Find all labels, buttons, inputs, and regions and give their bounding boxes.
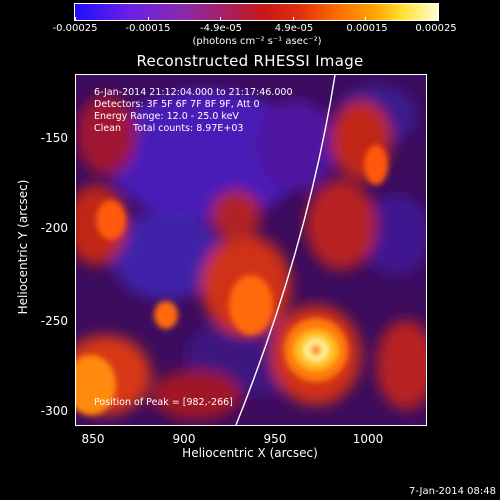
x-axis-label: Heliocentric X (arcsec) [182, 446, 318, 460]
y-tick-label: -150 [40, 131, 68, 145]
plot-title: Reconstructed RHESSI Image [136, 52, 364, 70]
y-axis-label: Heliocentric Y (arcsec) [16, 179, 30, 315]
x-tick-label: 850 [81, 432, 105, 446]
heatmap-canvas [76, 75, 426, 425]
colorbar-tick-label: 0.00015 [346, 23, 388, 34]
x-tick-label: 900 [172, 432, 196, 446]
colorbar-units: (photons cm⁻² s⁻¹ asec⁻²) [192, 36, 322, 47]
energy-range-text: Energy Range: 12.0 - 25.0 keV [94, 111, 239, 122]
clean-counts-text: Clean Total counts: 8.97E+03 [94, 123, 244, 134]
y-tick-label: -250 [40, 314, 68, 328]
colorbar-tick-label: 0.00025 [415, 23, 457, 34]
y-tick-label: -300 [40, 404, 68, 418]
colorbar-tick-label: 4.9e-05 [274, 23, 314, 34]
colorbar-tick-label: -0.00025 [52, 23, 98, 34]
colorbar [74, 3, 439, 21]
colorbar-tick-label: -4.9e-05 [200, 23, 242, 34]
x-tick-label: 1000 [352, 432, 384, 446]
y-tick-label: -200 [40, 221, 68, 235]
time-range-text: 6-Jan-2014 21:12:04.000 to 21:17:46.000 [94, 87, 293, 98]
peak-position-text: Position of Peak = [982,-266] [94, 397, 233, 408]
datestamp: 7-Jan-2014 08:48 [409, 486, 496, 497]
colorbar-tick-label: -0.00015 [125, 23, 171, 34]
detectors-text: Detectors: 3F 5F 6F 7F 8F 9F, Att 0 [94, 99, 260, 110]
x-tick-label: 950 [263, 432, 287, 446]
heatmap-image: 6-Jan-2014 21:12:04.000 to 21:17:46.000 … [75, 74, 427, 426]
